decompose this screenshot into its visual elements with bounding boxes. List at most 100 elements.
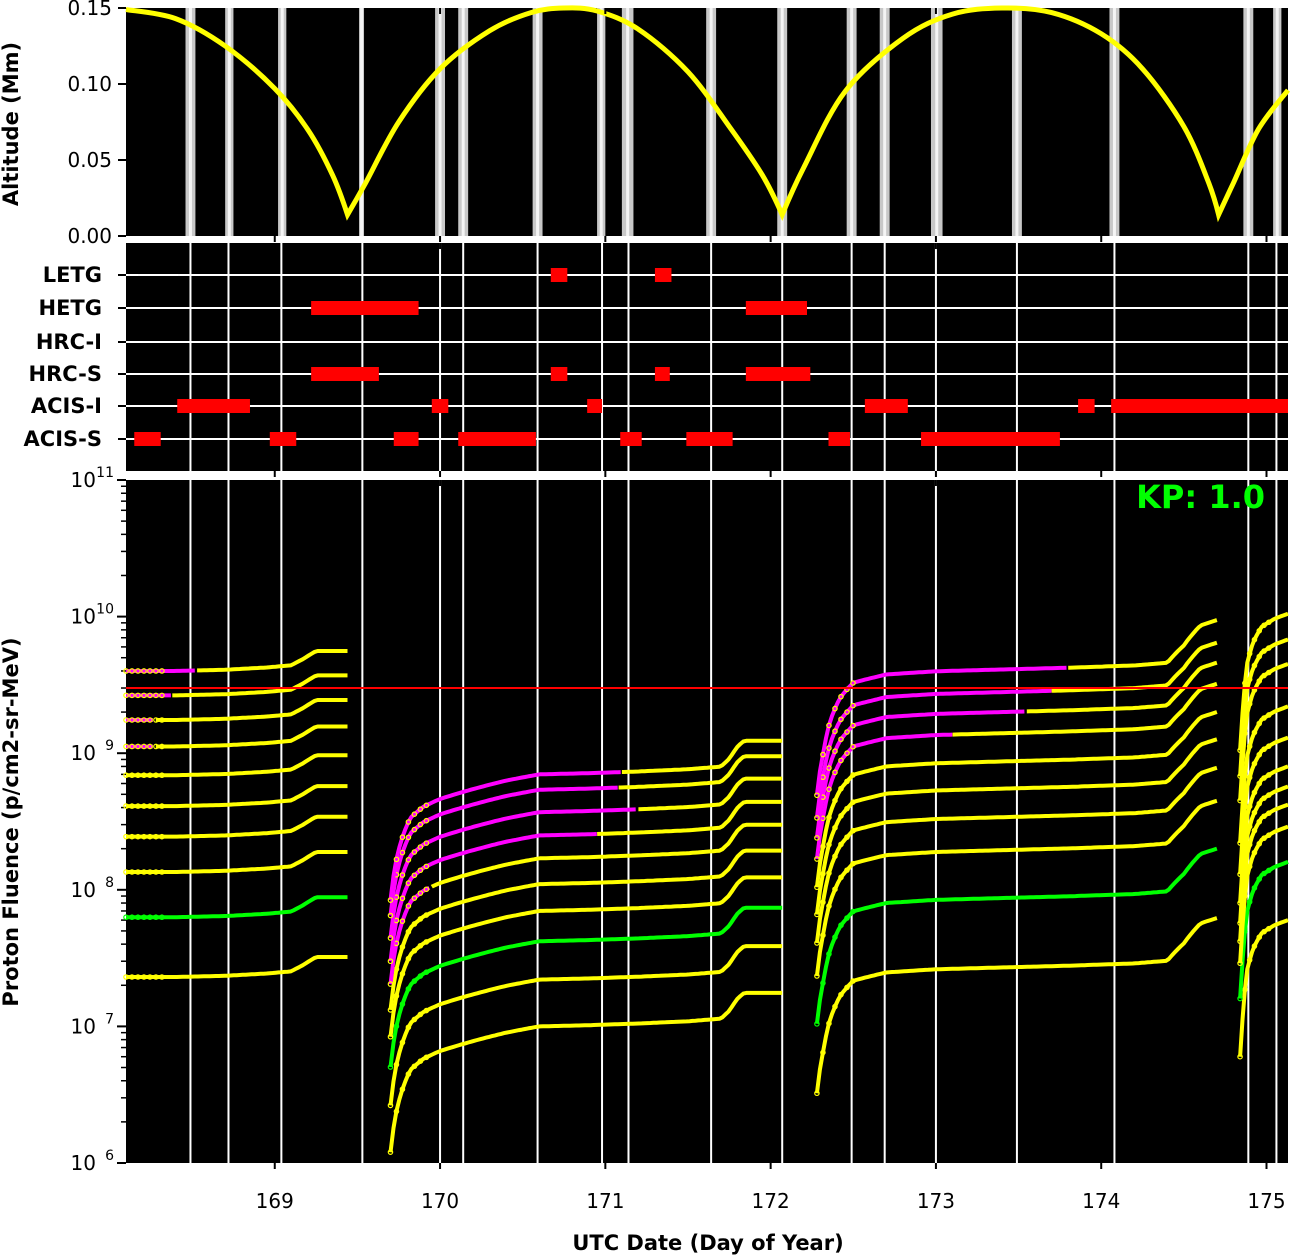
- fluence-point: [1266, 810, 1272, 816]
- fluence-point: [159, 692, 165, 699]
- fluence-point: [820, 980, 826, 986]
- fluence-y-axis-label: Proton Fluence (p/cm2-sr-MeV): [0, 637, 23, 1006]
- fluence-point: [1266, 772, 1272, 778]
- instrument-label: HRC-I: [36, 330, 102, 354]
- fluence-point: [399, 1039, 406, 1046]
- fluence-point: [838, 736, 844, 743]
- fluence-point: [844, 750, 850, 756]
- fluence-line: [153, 698, 348, 722]
- fluence-point: [123, 692, 129, 699]
- fluence-point: [393, 1108, 400, 1115]
- fluence-point: [147, 692, 153, 699]
- instrument-interval: [864, 399, 908, 413]
- instrument-interval: [921, 432, 1060, 446]
- fluence-point: [417, 844, 424, 850]
- fluence-line: [430, 822, 783, 889]
- fluence-point: [159, 803, 165, 809]
- fluence-point: [129, 803, 135, 809]
- instrument-interval: [654, 268, 672, 282]
- fluence-point: [1261, 813, 1267, 820]
- fluence-point: [141, 717, 147, 723]
- fluence-line-magenta: [814, 665, 1067, 796]
- fluence-point: [399, 895, 406, 902]
- fluence-line: [621, 738, 783, 774]
- fluence-point: [814, 1090, 820, 1097]
- fluence-point: [129, 692, 135, 699]
- instrument-interval: [654, 367, 670, 381]
- fluence-point: [411, 978, 418, 984]
- fluence-point: [832, 1003, 838, 1010]
- fluence-point: [123, 869, 129, 875]
- fluence-point: [123, 803, 129, 809]
- y-tick-label: 10: [71, 741, 96, 765]
- fluence-point: [159, 914, 165, 921]
- altitude-y-axis-label: Altitude (Mm): [0, 42, 23, 206]
- y-tick-exponent: 9: [105, 738, 114, 754]
- fluence-line: [1238, 611, 1289, 751]
- fluence-point: [147, 743, 153, 750]
- fluence-point: [135, 869, 141, 875]
- fluence-point: [411, 826, 418, 833]
- fluence-point: [832, 853, 838, 860]
- y-tick-label: 10: [71, 605, 96, 629]
- fluence-point: [423, 912, 430, 918]
- instrument-label: ACIS-S: [24, 427, 102, 451]
- fluence-point: [1237, 995, 1243, 1002]
- fluence-point: [423, 802, 430, 809]
- instrument-interval: [431, 399, 449, 413]
- fluence-line: [126, 814, 348, 839]
- fluence-point: [1266, 925, 1272, 932]
- fluence-point: [387, 1033, 394, 1040]
- fluence-point: [814, 973, 820, 979]
- fluence-line: [1238, 918, 1289, 1057]
- instrument-label: LETG: [43, 263, 102, 287]
- fluence-line: [814, 710, 1218, 888]
- fluence-line: [1025, 660, 1218, 714]
- fluence-point: [135, 833, 141, 840]
- x-tick-label: 170: [421, 1189, 459, 1213]
- fluence-point: [411, 895, 418, 901]
- fluence-point: [159, 717, 165, 723]
- fluence-point: [1256, 780, 1263, 787]
- fluence-line: [1238, 735, 1289, 875]
- fluence-point: [417, 942, 424, 949]
- fluence-point: [850, 702, 856, 709]
- altitude-panel: 0.00 0.05 0.10 0.15: [67, 0, 1290, 248]
- fluence-point: [1256, 678, 1263, 684]
- fluence-point: [411, 1016, 418, 1023]
- fluence-point: [1256, 751, 1263, 758]
- instrument-interval: [393, 432, 419, 446]
- fluence-point: [832, 728, 838, 735]
- fluence-point: [393, 1061, 400, 1068]
- fluence-line: [1238, 662, 1289, 801]
- fluence-point: [135, 803, 141, 809]
- fluence-point: [838, 841, 844, 848]
- x-tick-label: 171: [586, 1189, 624, 1213]
- fluence-point: [1237, 840, 1243, 846]
- fluence-point: [826, 745, 832, 751]
- fluence-point: [387, 981, 394, 987]
- fluence-point: [153, 692, 159, 699]
- fluence-point: [838, 922, 844, 929]
- fluence-point: [387, 1102, 394, 1109]
- fluence-point: [1246, 899, 1253, 905]
- y-tick-exponent: 6: [105, 1148, 114, 1164]
- fluence-point: [387, 1149, 394, 1155]
- fluence-point: [417, 1058, 424, 1065]
- fluence-line-magenta: [126, 668, 195, 673]
- instrument-interval: [620, 432, 642, 446]
- fluence-point: [844, 778, 850, 785]
- fluence-point: [405, 903, 412, 909]
- fluence-point: [159, 743, 165, 750]
- fluence-line: [126, 955, 348, 979]
- fluence-point: [153, 869, 159, 875]
- fluence-point: [147, 974, 153, 980]
- fluence-point: [850, 908, 856, 915]
- fluence-line-green: [388, 905, 783, 1068]
- fluence-point: [153, 914, 159, 921]
- fluence-point: [826, 841, 832, 848]
- fluence-point: [1246, 957, 1253, 963]
- fluence-line: [636, 776, 783, 812]
- instrument-interval: [134, 432, 161, 446]
- x-tick-label: 174: [1082, 1189, 1120, 1213]
